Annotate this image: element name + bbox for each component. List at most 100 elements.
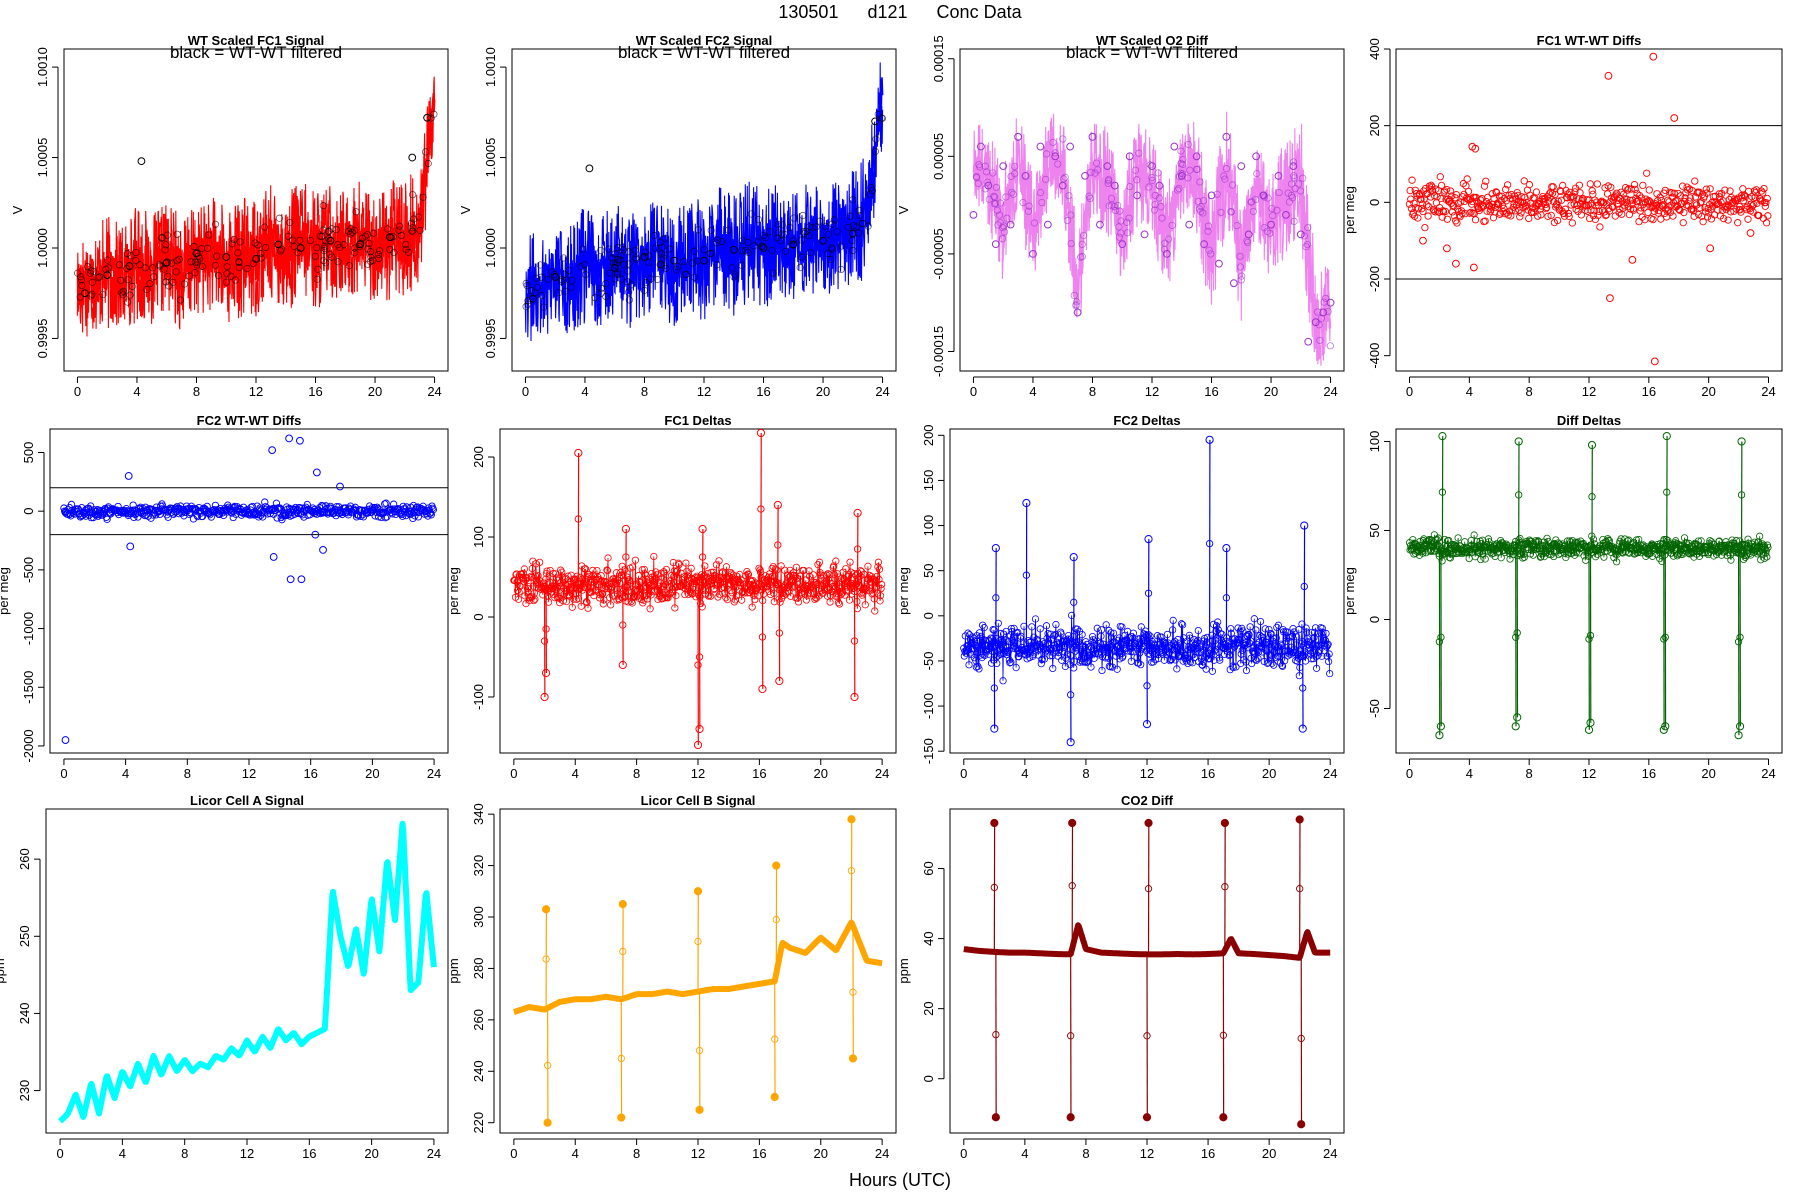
data-point (1424, 212, 1432, 220)
spike-point (847, 867, 856, 875)
data-point (841, 579, 849, 587)
data-point (1178, 621, 1187, 629)
filtered-point (1107, 194, 1116, 203)
y-axis-label: V (458, 205, 473, 214)
filtered-point (1080, 231, 1088, 240)
filtered-point (688, 259, 697, 267)
data-point (1119, 652, 1127, 660)
filtered-point (1193, 165, 1201, 173)
filtered-point (828, 245, 836, 253)
data-point (1293, 657, 1301, 665)
y-tick-label: 500 (21, 442, 36, 464)
data-point (769, 572, 777, 580)
data-point (1029, 250, 1037, 258)
data-point (1761, 554, 1769, 562)
data-point (668, 571, 676, 579)
x-tick-label: 0 (960, 1146, 967, 1161)
spike-point (990, 883, 998, 892)
data-point (750, 591, 758, 600)
data-point (534, 572, 542, 580)
data-point (722, 563, 731, 571)
y-axis-label: ppm (0, 958, 7, 983)
x-tick-label: 0 (1406, 766, 1413, 781)
data-point (1680, 534, 1689, 542)
filtered-point (768, 246, 776, 255)
data-point (1760, 184, 1768, 193)
x-tick-label: 12 (691, 1146, 705, 1161)
data-point (1049, 644, 1057, 653)
data-point (1469, 263, 1478, 272)
data-point (1712, 200, 1721, 209)
data-point (1543, 203, 1551, 212)
data-point (1232, 663, 1240, 671)
data-point (1138, 635, 1146, 643)
spike-point (1586, 718, 1595, 727)
filtered-point (314, 265, 322, 273)
data-point (741, 589, 749, 597)
spike-point (1219, 1031, 1227, 1039)
filtered-point (334, 258, 342, 266)
data-point (100, 505, 109, 513)
spike-point (1142, 1113, 1152, 1122)
filtered-point (257, 249, 265, 258)
data-point (408, 153, 417, 162)
data-point (1068, 611, 1076, 619)
data-point (1604, 536, 1612, 544)
filtered-point (235, 258, 243, 267)
data-point (1680, 208, 1688, 217)
data-point (1719, 214, 1728, 223)
data-point (839, 589, 847, 597)
data-point (1212, 627, 1220, 635)
data-point (552, 586, 560, 594)
data-point (988, 635, 996, 643)
x-tick-label: 12 (240, 1146, 254, 1161)
data-point (1246, 623, 1254, 631)
data-point (618, 571, 626, 580)
data-point (1273, 623, 1281, 632)
spike-point (1295, 815, 1304, 824)
filtered-point (824, 230, 832, 238)
data-point (532, 560, 540, 568)
data-point (1006, 220, 1015, 229)
filtered-point (1252, 195, 1260, 204)
data-point (1326, 669, 1334, 678)
spike-point (1437, 633, 1445, 641)
filtered-point (1322, 294, 1330, 302)
data-point (1097, 626, 1106, 634)
spike-point (1513, 713, 1522, 722)
data-point (1706, 185, 1714, 193)
data-point (680, 584, 688, 592)
data-point (1056, 645, 1064, 653)
data-point (1160, 641, 1168, 649)
filtered-point (1092, 159, 1101, 167)
data-point (1520, 177, 1528, 185)
x-tick-label: 16 (752, 1146, 766, 1161)
data-point (1292, 641, 1300, 649)
spike-point (543, 1061, 552, 1070)
data-point (1296, 230, 1305, 239)
data-point (1593, 180, 1601, 188)
spike-point (1737, 437, 1746, 446)
data-point (1699, 218, 1707, 226)
x-tick-label: 20 (814, 766, 828, 781)
filtered-point (801, 229, 809, 238)
filtered-point (674, 263, 682, 271)
filtered-point (128, 282, 136, 290)
data-point (1055, 643, 1063, 651)
data-point (812, 594, 820, 602)
data-point (1137, 661, 1145, 669)
data-point (1222, 132, 1231, 141)
filtered-point (1290, 174, 1298, 182)
spike-point (1511, 722, 1520, 731)
data-point (1631, 185, 1639, 194)
data-point (1669, 212, 1677, 220)
data-point (652, 575, 661, 583)
data-point (1674, 540, 1683, 548)
data-point (1283, 628, 1291, 636)
data-point (1761, 202, 1769, 210)
x-tick-label: 0 (74, 384, 81, 399)
data-point (858, 568, 866, 576)
data-point (1425, 536, 1433, 544)
filtered-point (158, 234, 166, 242)
data-point (811, 593, 819, 601)
